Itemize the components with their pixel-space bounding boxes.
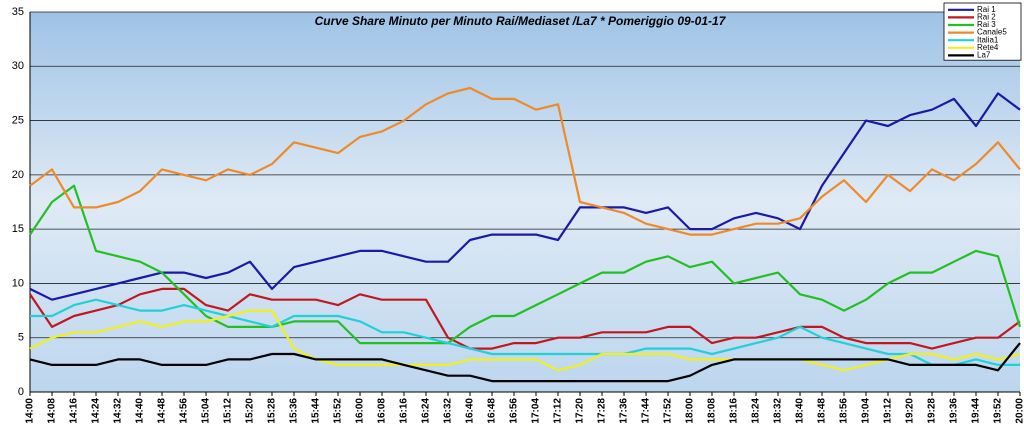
x-tick-label: 15:36 [289, 398, 300, 424]
x-tick-label: 17:04 [531, 398, 542, 424]
x-tick-label: 15:28 [267, 398, 278, 424]
x-tick-label: 17:44 [641, 398, 652, 424]
x-tick-label: 16:08 [377, 398, 388, 424]
x-tick-label: 19:04 [861, 398, 872, 424]
x-tick-label: 18:32 [773, 398, 784, 424]
x-tick-label: 18:48 [817, 398, 828, 424]
x-tick-label: 15:52 [333, 398, 344, 424]
series-line [30, 298, 1020, 366]
series-line [29, 184, 1022, 345]
x-tick-label: 16:48 [487, 398, 498, 424]
x-tick-label: 16:40 [465, 398, 476, 424]
x-tick-label: 14:32 [113, 398, 124, 424]
x-tick-label: 14:24 [91, 398, 102, 424]
x-tick-label: 16:56 [509, 398, 520, 424]
plot-background [30, 12, 1020, 392]
chart-title: Curve Share Minuto per Minuto Rai/Medias… [315, 14, 727, 28]
legend-label: Rete4 [977, 43, 999, 52]
x-tick-label: 18:56 [839, 398, 850, 424]
y-tick-label: 35 [12, 6, 24, 18]
series-line [29, 309, 1021, 372]
x-tick-label: 18:24 [751, 398, 762, 424]
x-tick-label: 17:36 [619, 398, 630, 424]
x-tick-label: 16:32 [443, 398, 454, 424]
x-tick-label: 18:08 [707, 398, 718, 424]
y-tick-label: 30 [12, 60, 24, 72]
legend-label: La7 [977, 51, 991, 60]
y-tick-label: 0 [18, 386, 24, 398]
x-tick-label: 19:12 [883, 398, 894, 424]
x-tick-label: 15:12 [223, 398, 234, 424]
x-tick-label: 14:48 [157, 398, 168, 424]
x-tick-label: 19:36 [949, 398, 960, 424]
x-tick-label: 14:00 [25, 398, 36, 424]
x-tick-label: 19:20 [905, 398, 916, 424]
legend-label: Rai 2 [977, 13, 996, 22]
x-tick-label: 15:04 [201, 398, 212, 424]
series-line [29, 287, 1021, 350]
legend-label: Canale5 [977, 28, 1007, 37]
x-tick-label: 15:44 [311, 398, 322, 424]
x-tick-label: 14:40 [135, 398, 146, 424]
legend-label: Italia1 [977, 35, 999, 44]
x-tick-label: 14:56 [179, 398, 190, 424]
x-tick-label: 18:00 [685, 398, 696, 424]
series-line [29, 92, 1021, 301]
series-line [29, 342, 1021, 383]
x-tick-label: 16:00 [355, 398, 366, 424]
x-tick-label: 19:52 [993, 398, 1004, 424]
y-tick-label: 15 [12, 223, 24, 235]
legend-label: Rai 3 [977, 20, 996, 29]
x-tick-label: 17:20 [575, 398, 586, 424]
x-tick-label: 19:28 [927, 398, 938, 424]
y-tick-label: 25 [12, 114, 24, 126]
x-tick-label: 15:20 [245, 398, 256, 424]
x-tick-label: 19:44 [971, 398, 982, 424]
x-tick-label: 18:16 [729, 398, 740, 424]
x-tick-label: 17:12 [553, 398, 564, 424]
x-tick-label: 14:16 [69, 398, 80, 424]
y-tick-label: 10 [12, 277, 24, 289]
legend-label: Rai 1 [977, 5, 996, 14]
x-tick-label: 20:00 [1015, 398, 1024, 424]
x-tick-label: 18:40 [795, 398, 806, 424]
y-tick-label: 5 [18, 332, 24, 344]
x-tick-label: 16:16 [399, 398, 410, 424]
x-tick-label: 17:52 [663, 398, 674, 424]
x-tick-label: 16:24 [421, 398, 432, 424]
series-line [29, 86, 1021, 236]
y-tick-label: 20 [12, 169, 24, 181]
x-tick-label: 14:08 [47, 398, 58, 424]
x-tick-label: 17:28 [597, 398, 608, 424]
